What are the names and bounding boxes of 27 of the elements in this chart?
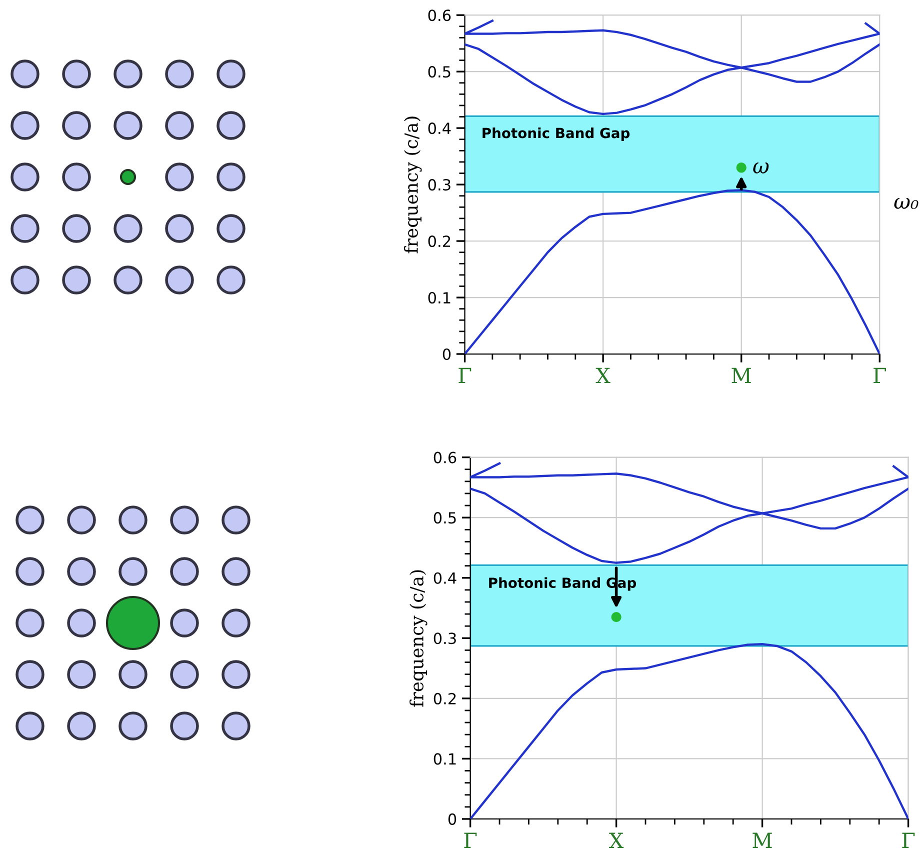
y-tick-label: 0.4 [428,122,451,134]
y-tick-label: 0.6 [434,452,456,464]
y-tick-label: 0.6 [428,10,451,22]
annotation: ω [753,162,769,174]
y-tick-label: 0.4 [434,572,456,584]
x-tick-label: Γ [458,368,472,384]
x-tick-label: M [752,832,772,848]
y-tick-label: 0.2 [428,236,450,248]
y-tick-label: 0.5 [428,66,450,78]
x-tick-label: X [596,368,610,384]
y-tick-label: 0.5 [434,512,456,524]
y-tick-label: 0 [448,813,456,825]
y-tick-label: 0.3 [428,179,450,191]
x-tick-label: M [732,368,751,384]
x-tick-label: Γ [874,368,886,384]
y-tick-label: 0.1 [434,753,456,765]
y-tick-label: 0.3 [434,632,456,644]
y-axis-title: frequency (c/a) [404,116,422,254]
y-tick-label: 0.2 [434,692,456,704]
x-tick-label: Γ [902,832,915,848]
y-tick-label: 0.1 [428,292,450,304]
text: ω₀ [894,198,918,209]
y-tick-label: 0 [442,348,451,360]
x-tick-label: Γ [464,832,477,848]
x-tick-label: X [609,832,624,848]
y-axis-title: frequency (c/a) [410,570,428,707]
band-label: Photonic Band Gap [482,128,630,141]
